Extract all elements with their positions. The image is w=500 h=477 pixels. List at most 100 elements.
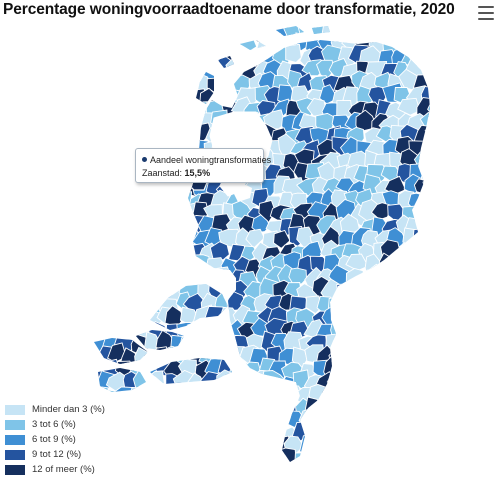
municipality-shape[interactable] xyxy=(338,359,357,379)
municipality-shape[interactable] xyxy=(391,342,415,365)
municipality-shape[interactable] xyxy=(211,266,233,289)
municipality-shape[interactable] xyxy=(420,7,439,28)
municipality-shape[interactable] xyxy=(207,331,227,352)
municipality-shape[interactable] xyxy=(427,201,445,223)
municipality-shape[interactable] xyxy=(245,228,265,249)
municipality-shape[interactable] xyxy=(426,254,443,277)
municipality-shape[interactable] xyxy=(311,452,337,470)
municipality-shape[interactable] xyxy=(391,451,415,470)
municipality-shape[interactable] xyxy=(84,218,105,241)
municipality-shape[interactable] xyxy=(368,449,390,469)
municipality-shape[interactable] xyxy=(327,296,347,318)
municipality-shape[interactable] xyxy=(403,360,422,383)
municipality-shape[interactable] xyxy=(424,122,443,142)
municipality-shape[interactable] xyxy=(73,85,90,103)
municipality-shape[interactable] xyxy=(364,304,385,330)
municipality-shape[interactable] xyxy=(135,11,160,30)
municipality-shape[interactable] xyxy=(146,86,167,106)
municipality-shape[interactable] xyxy=(85,36,106,57)
municipality-shape[interactable] xyxy=(77,203,100,223)
municipality-shape[interactable] xyxy=(273,229,291,249)
municipality-shape[interactable] xyxy=(247,22,271,44)
municipality-shape[interactable] xyxy=(87,320,104,340)
municipality-shape[interactable] xyxy=(387,380,409,403)
municipality-shape[interactable] xyxy=(358,292,379,316)
municipality-shape[interactable] xyxy=(109,295,133,315)
municipality-shape[interactable] xyxy=(376,412,395,431)
municipality-shape[interactable] xyxy=(422,267,441,289)
municipality-shape[interactable] xyxy=(334,384,357,407)
municipality-shape[interactable] xyxy=(155,20,175,41)
municipality-shape[interactable] xyxy=(137,48,158,65)
municipality-shape[interactable] xyxy=(410,32,426,57)
municipality-shape[interactable] xyxy=(172,8,196,28)
municipality-shape[interactable] xyxy=(267,393,286,417)
municipality-shape[interactable] xyxy=(200,32,222,56)
municipality-shape[interactable] xyxy=(89,69,112,95)
municipality-shape[interactable] xyxy=(85,266,103,289)
municipality-shape[interactable] xyxy=(157,204,176,223)
legend-item[interactable]: 6 tot 9 (%) xyxy=(5,432,105,447)
municipality-shape[interactable] xyxy=(141,21,164,40)
municipality-shape[interactable] xyxy=(372,8,389,27)
municipality-shape[interactable] xyxy=(97,136,120,158)
municipality-shape[interactable] xyxy=(84,58,103,81)
municipality-shape[interactable] xyxy=(393,316,415,341)
municipality-shape[interactable] xyxy=(70,116,88,137)
municipality-shape[interactable] xyxy=(172,426,195,446)
municipality-shape[interactable] xyxy=(165,201,186,225)
municipality-shape[interactable] xyxy=(75,270,91,289)
municipality-shape[interactable] xyxy=(359,438,381,459)
municipality-shape[interactable] xyxy=(116,98,138,123)
municipality-shape[interactable] xyxy=(345,268,364,288)
municipality-shape[interactable] xyxy=(169,240,194,260)
municipality-shape[interactable] xyxy=(98,281,123,303)
municipality-shape[interactable] xyxy=(125,230,145,253)
municipality-shape[interactable] xyxy=(225,8,250,27)
municipality-shape[interactable] xyxy=(76,227,99,249)
municipality-shape[interactable] xyxy=(134,346,153,369)
municipality-shape[interactable] xyxy=(118,8,138,25)
municipality-shape[interactable] xyxy=(370,369,391,394)
legend-item[interactable]: Minder dan 3 (%) xyxy=(5,402,105,417)
municipality-shape[interactable] xyxy=(150,212,172,234)
hamburger-menu-icon[interactable] xyxy=(478,6,494,20)
municipality-shape[interactable] xyxy=(250,423,274,443)
municipality-shape[interactable] xyxy=(367,295,389,317)
municipality-shape[interactable] xyxy=(424,23,448,42)
municipality-shape[interactable] xyxy=(101,228,121,252)
municipality-shape[interactable] xyxy=(394,420,416,444)
municipality-shape[interactable] xyxy=(164,10,184,30)
municipality-shape[interactable] xyxy=(431,310,447,329)
municipality-shape[interactable] xyxy=(167,72,185,92)
municipality-shape[interactable] xyxy=(262,109,286,131)
municipality-shape[interactable] xyxy=(421,449,444,472)
municipality-shape[interactable] xyxy=(416,424,439,442)
municipality-shape[interactable] xyxy=(390,358,411,378)
municipality-shape[interactable] xyxy=(143,382,164,405)
municipality-shape[interactable] xyxy=(413,306,433,325)
municipality-shape[interactable] xyxy=(379,268,403,289)
municipality-shape[interactable] xyxy=(108,242,128,264)
municipality-shape[interactable] xyxy=(345,345,366,368)
municipality-shape[interactable] xyxy=(260,434,280,457)
municipality-shape[interactable] xyxy=(379,317,402,336)
municipality-shape[interactable] xyxy=(155,100,173,122)
municipality-shape[interactable] xyxy=(407,375,429,394)
municipality-shape[interactable] xyxy=(130,61,155,83)
municipality-shape[interactable] xyxy=(373,384,396,403)
municipality-shape[interactable] xyxy=(222,397,242,418)
municipality-shape[interactable] xyxy=(146,190,169,208)
municipality-shape[interactable] xyxy=(221,383,240,408)
municipality-shape[interactable] xyxy=(142,96,162,119)
municipality-shape[interactable] xyxy=(414,21,432,42)
municipality-shape[interactable] xyxy=(148,34,170,56)
municipality-shape[interactable] xyxy=(303,449,327,470)
municipality-shape[interactable] xyxy=(416,400,438,423)
municipality-shape[interactable] xyxy=(397,97,421,116)
municipality-shape[interactable] xyxy=(170,256,187,275)
municipality-shape[interactable] xyxy=(372,280,397,302)
municipality-shape[interactable] xyxy=(163,33,184,55)
municipality-shape[interactable] xyxy=(242,361,263,385)
municipality-shape[interactable] xyxy=(96,114,115,132)
